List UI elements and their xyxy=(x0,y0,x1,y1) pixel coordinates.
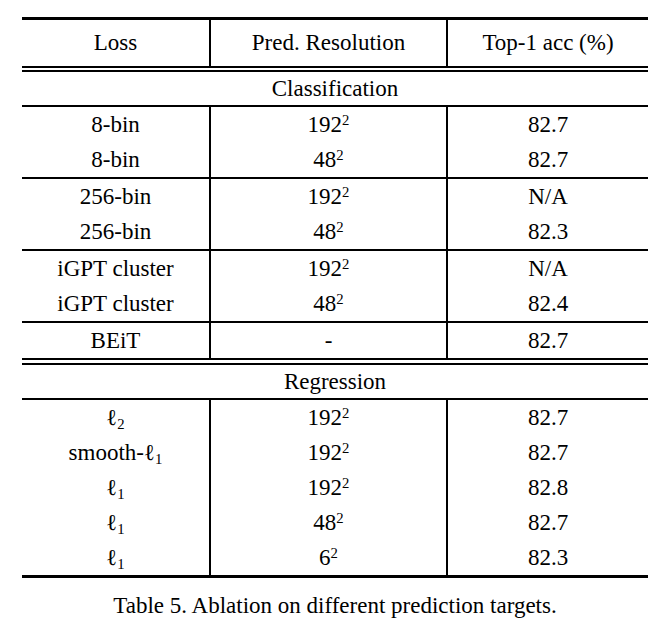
accuracy-cell: N/A xyxy=(447,178,648,214)
resolution-value: 192 xyxy=(308,256,343,281)
accuracy-cell: 82.7 xyxy=(447,399,648,435)
section-title: Regression xyxy=(22,362,648,400)
accuracy-cell: N/A xyxy=(447,250,648,286)
table-row: ℓ2 1922 82.7 xyxy=(22,399,648,435)
resolution-exponent: 2 xyxy=(331,545,338,561)
loss-label: smooth-ℓ xyxy=(69,440,155,465)
table-caption: Table 5. Ablation on different predictio… xyxy=(22,593,648,619)
loss-cell: iGPT cluster xyxy=(22,286,210,322)
table-row: 256-bin 1922 N/A xyxy=(22,178,648,214)
resolution-exponent: 2 xyxy=(336,147,343,163)
loss-subscript: 1 xyxy=(155,451,162,467)
loss-cell: iGPT cluster xyxy=(22,250,210,286)
resolution-cell: 62 xyxy=(210,540,447,577)
resolution-cell: - xyxy=(210,322,447,362)
resolution-cell: 482 xyxy=(210,214,447,250)
col-header-loss: Loss xyxy=(22,19,210,70)
loss-label: iGPT cluster xyxy=(57,291,173,316)
loss-label: ℓ xyxy=(106,475,117,500)
accuracy-cell: 82.7 xyxy=(447,106,648,142)
resolution-cell: 1922 xyxy=(210,178,447,214)
accuracy-cell: 82.3 xyxy=(447,214,648,250)
resolution-value: 6 xyxy=(319,545,331,570)
table-row: ℓ1 62 82.3 xyxy=(22,540,648,577)
col-header-top1-acc: Top-1 acc (%) xyxy=(447,19,648,70)
table-row: ℓ1 482 82.7 xyxy=(22,505,648,540)
resolution-value: 48 xyxy=(313,291,336,316)
loss-label: ℓ xyxy=(106,545,117,570)
resolution-cell: 1922 xyxy=(210,250,447,286)
resolution-value: 48 xyxy=(313,219,336,244)
resolution-value: 192 xyxy=(308,405,343,430)
resolution-cell: 1922 xyxy=(210,435,447,470)
resolution-cell: 482 xyxy=(210,286,447,322)
resolution-exponent: 2 xyxy=(342,184,349,200)
loss-cell: ℓ1 xyxy=(22,470,210,505)
loss-label: 8-bin xyxy=(91,112,140,137)
col-header-pred-resolution: Pred. Resolution xyxy=(210,19,447,70)
table-row: 8-bin 1922 82.7 xyxy=(22,106,648,142)
loss-cell: BEiT xyxy=(22,322,210,362)
loss-cell: smooth-ℓ1 xyxy=(22,435,210,470)
section-title: Classification xyxy=(22,69,648,106)
resolution-cell: 1922 xyxy=(210,470,447,505)
loss-cell: 8-bin xyxy=(22,142,210,178)
accuracy-cell: 82.7 xyxy=(447,142,648,178)
accuracy-cell: 82.7 xyxy=(447,322,648,362)
resolution-value: 192 xyxy=(308,184,343,209)
loss-cell: ℓ1 xyxy=(22,505,210,540)
loss-label: 256-bin xyxy=(80,219,152,244)
loss-label: ℓ xyxy=(106,405,117,430)
section-title-row: Classification xyxy=(22,69,648,106)
accuracy-cell: 82.4 xyxy=(447,286,648,322)
resolution-exponent: 2 xyxy=(336,291,343,307)
loss-subscript: 1 xyxy=(117,556,124,572)
loss-label: 8-bin xyxy=(91,147,140,172)
resolution-exponent: 2 xyxy=(336,219,343,235)
accuracy-cell: 82.3 xyxy=(447,540,648,577)
loss-label: ℓ xyxy=(106,510,117,535)
resolution-exponent: 2 xyxy=(342,440,349,456)
table-container: Loss Pred. Resolution Top-1 acc (%) Clas… xyxy=(22,17,648,619)
resolution-cell: 482 xyxy=(210,142,447,178)
loss-cell: 8-bin xyxy=(22,106,210,142)
loss-label: BEiT xyxy=(91,328,141,353)
loss-cell: 256-bin xyxy=(22,214,210,250)
resolution-exponent: 2 xyxy=(342,256,349,272)
table-row: 256-bin 482 82.3 xyxy=(22,214,648,250)
loss-cell: 256-bin xyxy=(22,178,210,214)
table-row: BEiT - 82.7 xyxy=(22,322,648,362)
resolution-value: 48 xyxy=(313,147,336,172)
table-row: ℓ1 1922 82.8 xyxy=(22,470,648,505)
resolution-cell: 482 xyxy=(210,505,447,540)
loss-subscript: 1 xyxy=(117,486,124,502)
loss-subscript: 1 xyxy=(117,521,124,537)
section-title-row: Regression xyxy=(22,362,648,400)
resolution-cell: 1922 xyxy=(210,106,447,142)
resolution-cell: 1922 xyxy=(210,399,447,435)
resolution-exponent: 2 xyxy=(342,112,349,128)
resolution-value: 192 xyxy=(308,440,343,465)
accuracy-cell: 82.7 xyxy=(447,505,648,540)
header-row: Loss Pred. Resolution Top-1 acc (%) xyxy=(22,19,648,70)
resolution-exponent: 2 xyxy=(336,510,343,526)
resolution-exponent: 2 xyxy=(342,405,349,421)
ablation-table: Loss Pred. Resolution Top-1 acc (%) Clas… xyxy=(22,17,648,578)
loss-label: iGPT cluster xyxy=(57,256,173,281)
resolution-value: 192 xyxy=(308,475,343,500)
resolution-value: 192 xyxy=(308,112,343,137)
loss-cell: ℓ2 xyxy=(22,399,210,435)
resolution-value: 48 xyxy=(313,510,336,535)
loss-label: 256-bin xyxy=(80,184,152,209)
accuracy-cell: 82.8 xyxy=(447,470,648,505)
table-row: iGPT cluster 482 82.4 xyxy=(22,286,648,322)
resolution-value: - xyxy=(325,328,333,353)
table-row: 8-bin 482 82.7 xyxy=(22,142,648,178)
table-row: smooth-ℓ1 1922 82.7 xyxy=(22,435,648,470)
resolution-exponent: 2 xyxy=(342,475,349,491)
loss-subscript: 2 xyxy=(117,416,124,432)
table-row: iGPT cluster 1922 N/A xyxy=(22,250,648,286)
accuracy-cell: 82.7 xyxy=(447,435,648,470)
loss-cell: ℓ1 xyxy=(22,540,210,577)
